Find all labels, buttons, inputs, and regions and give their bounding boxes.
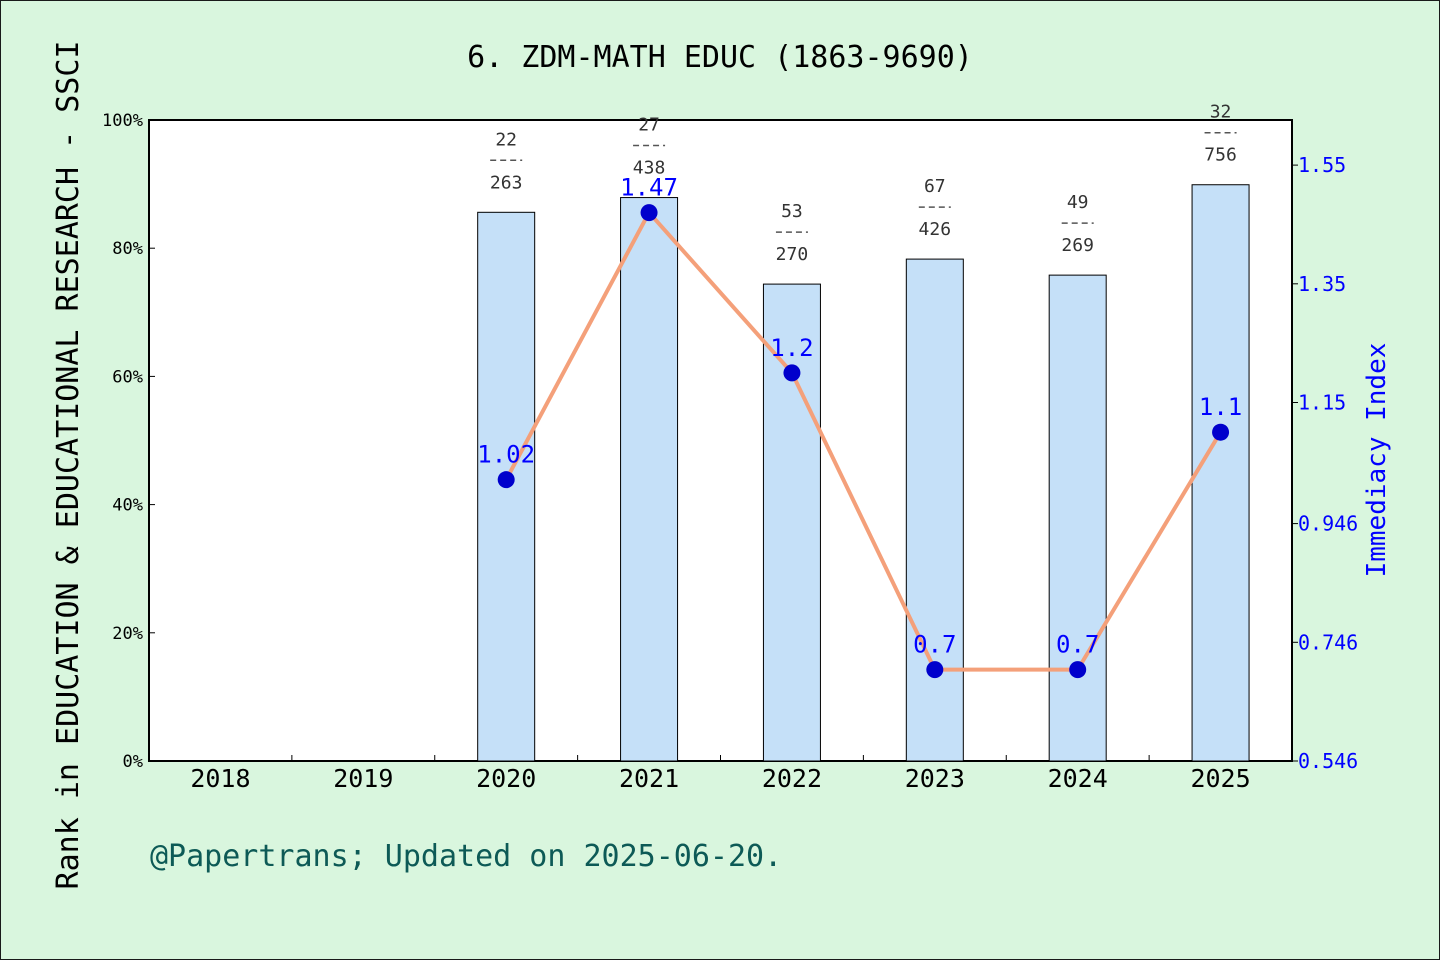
series-line	[504, 210, 1223, 672]
bar-total-label: 426	[919, 219, 952, 240]
bars-layer: 22 263 27 438 53 270 67 426 49 269 32 756	[477, 102, 1250, 762]
bar-total-label: 756	[1204, 145, 1237, 166]
left-tick-label: 80%	[112, 239, 143, 259]
bar-total-label: 269	[1061, 235, 1094, 256]
bar	[762, 283, 821, 762]
series-point	[926, 661, 944, 679]
left-tick-label: 20%	[112, 624, 143, 644]
point-value-label: 1.1	[1199, 393, 1242, 421]
bar-rank-label: 32	[1210, 102, 1232, 123]
right-tick-label: 1.15	[1298, 391, 1346, 415]
series-point	[640, 204, 658, 222]
left-tick-label: 100%	[102, 111, 143, 131]
series-point	[1069, 661, 1087, 679]
x-tick-label: 2021	[619, 764, 679, 793]
x-tick-label: 2023	[905, 764, 965, 793]
bar	[1191, 184, 1250, 762]
footer-note: @Papertrans; Updated on 2025-06-20.	[150, 839, 782, 874]
bar-rank-label: 67	[924, 176, 946, 197]
x-tick-label: 2020	[476, 764, 536, 793]
axes-layer: 0% 20% 40% 60% 80% 100% 0.546 0.746 0.946 1.15 1.3…	[102, 111, 1358, 793]
bar	[620, 197, 679, 762]
left-axis-label: Rank in EDUCATION & EDUCATIONAL RESEARCH…	[51, 41, 86, 890]
point-value-label: 1.2	[770, 334, 813, 362]
right-tick-label: 1.35	[1298, 272, 1346, 296]
series-point	[783, 364, 801, 382]
bar	[905, 258, 964, 762]
point-value-label: 1.47	[620, 174, 678, 202]
bar	[1048, 274, 1107, 762]
left-tick-label: 0%	[123, 752, 143, 772]
right-axis-label: Immediacy Index	[1362, 343, 1392, 578]
left-tick-label: 60%	[112, 367, 143, 387]
x-tick-label: 2025	[1190, 764, 1250, 793]
x-tick-label: 2024	[1048, 764, 1108, 793]
bar-total-label: 270	[776, 244, 809, 265]
chart-title: 6. ZDM-MATH EDUC (1863-9690)	[467, 40, 973, 75]
right-tick-label: 0.546	[1298, 749, 1358, 773]
bar-total-label: 438	[633, 158, 666, 179]
bar-rank-label: 53	[781, 201, 803, 222]
series-point	[1212, 423, 1230, 441]
left-tick-label: 40%	[112, 496, 143, 516]
plot-area	[148, 119, 1293, 762]
x-tick-label: 2019	[333, 764, 393, 793]
right-tick-label: 0.746	[1298, 630, 1358, 654]
x-tick-label: 2022	[762, 764, 822, 793]
line-layer: 1.02 1.47 1.2 0.7 0.7 1.1	[477, 174, 1242, 679]
bar-total-label: 263	[490, 172, 523, 193]
x-tick-label: 2018	[190, 764, 250, 793]
point-value-label: 0.7	[913, 631, 956, 659]
point-value-label: 1.02	[477, 441, 535, 469]
right-tick-label: 1.55	[1298, 153, 1346, 177]
bar	[477, 211, 536, 762]
series-point	[497, 471, 515, 489]
bar-rank-label: 22	[495, 129, 517, 150]
bar-rank-label: 27	[638, 115, 660, 136]
bar-rank-label: 49	[1067, 192, 1089, 213]
point-value-label: 0.7	[1056, 631, 1099, 659]
right-tick-label: 0.946	[1298, 512, 1358, 536]
